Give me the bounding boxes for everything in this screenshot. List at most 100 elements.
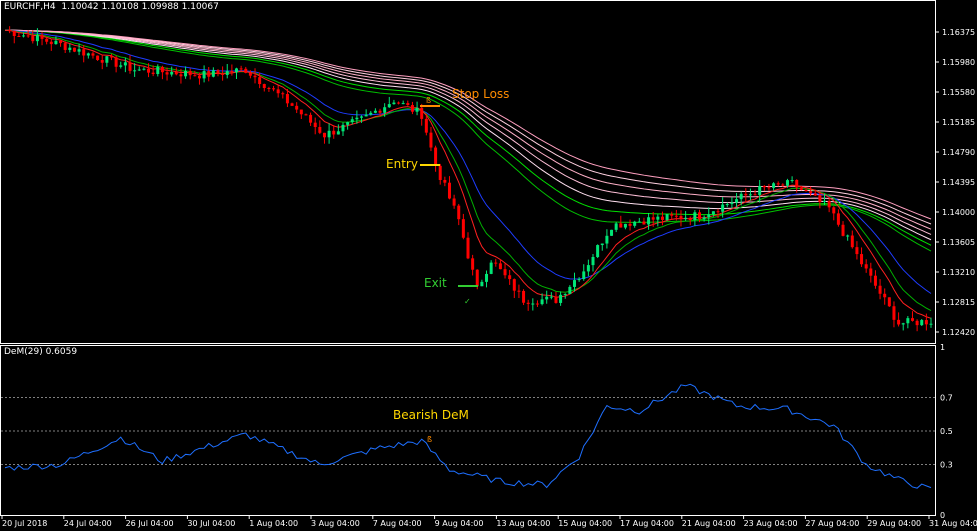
candle-body [267, 87, 271, 89]
candle-body [123, 62, 127, 66]
candle-body [327, 130, 331, 138]
candle-body [295, 105, 299, 110]
candle-body [795, 180, 799, 188]
candle-body [336, 131, 340, 135]
check-icon: ✓ [464, 297, 471, 306]
candle-body [688, 217, 692, 221]
candle-body [392, 102, 396, 105]
candle-body [142, 68, 146, 70]
candle-body [693, 212, 697, 221]
time-tick-label: 23 Aug 04:00 [744, 519, 798, 528]
candle-body [892, 306, 896, 320]
candle-body [804, 189, 808, 192]
slow-ma-line-2 [4, 29, 932, 241]
candle-body [156, 66, 160, 75]
time-tick-label: 26 Jul 04:00 [126, 519, 174, 528]
price-axis: 1.16375 1.15980 1.15580 1.15185 1.14790 1.143… [935, 28, 975, 520]
candle-body [197, 75, 201, 79]
time-tick-label: 3 Aug 04:00 [311, 519, 360, 528]
candle-body [809, 191, 813, 194]
candle-body [378, 110, 382, 113]
candle-body [429, 132, 433, 148]
candle-body [360, 116, 364, 118]
candle-body [725, 204, 729, 206]
candle-body [114, 57, 118, 67]
candle-body [105, 56, 109, 63]
candle-body [276, 89, 280, 94]
candle-body [54, 40, 58, 45]
candle-body [466, 237, 470, 259]
candle-body [827, 200, 831, 208]
candle-body [471, 258, 475, 270]
candle-body [174, 72, 178, 75]
stop-loss-label: Stop Loss [452, 87, 510, 101]
candle-body [674, 215, 678, 217]
candle-body [846, 235, 850, 237]
candle-body [216, 70, 220, 74]
candle-body [915, 320, 919, 326]
candle-body [522, 290, 526, 303]
candle-body [679, 216, 683, 220]
candle-body [605, 235, 609, 244]
candle-body [193, 75, 197, 77]
candle-body [772, 183, 776, 188]
candle-body [369, 112, 373, 115]
dem-tick-label: 0.7 [940, 393, 953, 402]
moving-averages [4, 29, 932, 319]
candle-body [721, 204, 725, 212]
slow-ma-line-4 [4, 29, 932, 230]
ohlc-values: 1.10042 1.10108 1.09988 1.10067 [61, 2, 219, 12]
candle-body [878, 285, 882, 294]
candle-body [767, 187, 771, 189]
candle-body [535, 303, 539, 305]
candle-body [188, 71, 192, 76]
chart-frame [0, 0, 936, 516]
symbol-header: EURCHF,H4 1.10042 1.10108 1.09988 1.1006… [4, 2, 219, 12]
candle-body [549, 296, 553, 298]
time-tick-label: 27 Aug 04:00 [805, 519, 859, 528]
candle-body [517, 290, 521, 292]
green-ma-line [4, 29, 932, 311]
candle-body [341, 124, 345, 132]
time-tick-label: 9 Aug 04:00 [435, 519, 484, 528]
candle-body [72, 47, 76, 52]
candle-body [744, 193, 748, 196]
sell-arrow-icon: ß [426, 96, 431, 105]
candle-body [59, 40, 63, 44]
candle-body [554, 296, 558, 303]
candle-body [818, 195, 822, 202]
candle-body [12, 30, 16, 37]
candle-body [350, 119, 354, 123]
candle-body [91, 53, 95, 56]
candle-body [96, 55, 100, 61]
candle-body [373, 110, 377, 113]
candle-body [684, 217, 688, 220]
candle-body [447, 182, 451, 199]
candle-body [313, 122, 317, 128]
dem-series-line [4, 383, 932, 489]
candle-body [850, 235, 854, 248]
candle-body [26, 35, 30, 37]
candle-body [424, 118, 428, 133]
candle-body [202, 71, 206, 79]
time-tick-label: 21 Aug 04:00 [682, 519, 736, 528]
candle-body [832, 207, 836, 214]
candle-body [781, 184, 785, 186]
time-tick-label: 13 Aug 04:00 [496, 519, 550, 528]
blue-ma-line [4, 29, 932, 294]
candle-body [883, 293, 887, 298]
candle-body [887, 297, 891, 307]
candle-body [702, 217, 706, 220]
candle-body [642, 221, 646, 225]
price-tick-label: 1.16375 [942, 28, 975, 37]
candle-body [253, 75, 257, 78]
slow-ma-line-6 [4, 29, 932, 220]
candle-body [40, 35, 44, 39]
candle-body [526, 302, 530, 304]
candle-body [924, 320, 928, 325]
candle-body [813, 193, 817, 196]
ma-group [4, 29, 932, 319]
candle-body [17, 36, 21, 38]
symbol-label: EURCHF,H4 [4, 2, 56, 12]
